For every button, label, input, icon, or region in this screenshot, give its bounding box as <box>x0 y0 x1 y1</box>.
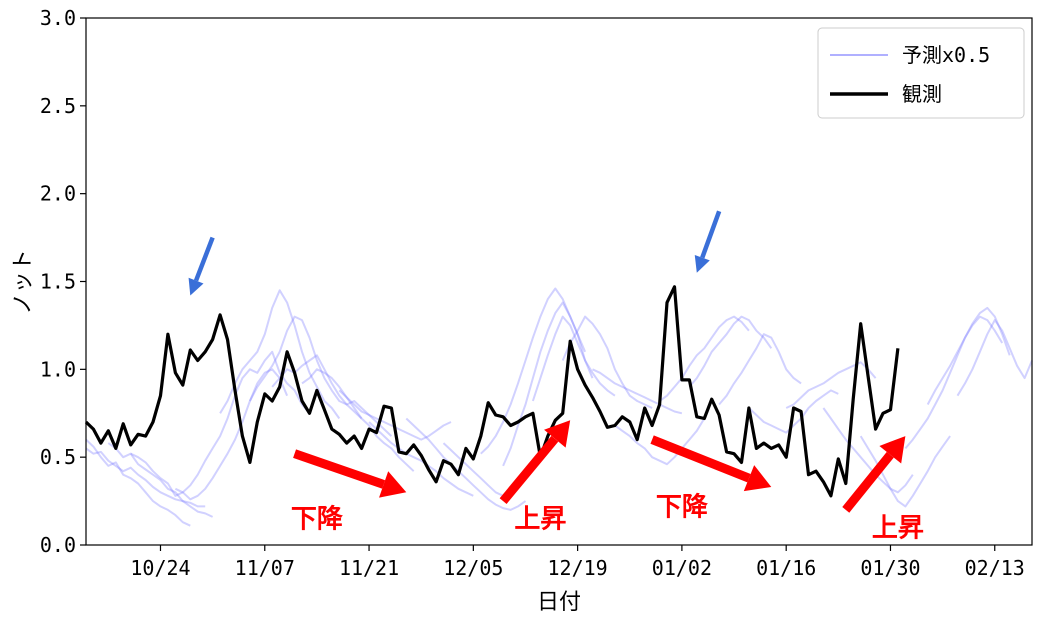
y-tick-label: 2.0 <box>40 182 76 206</box>
arrow-head <box>188 277 204 296</box>
y-tick-label: 0.5 <box>40 445 76 469</box>
x-axis: 10/24 11/07 11/21 12/05 12/19 01/02 01/16 01/30… <box>130 545 1025 580</box>
arrow-head <box>694 254 710 273</box>
arrow-head <box>544 420 571 448</box>
forecast-line-22 <box>718 333 802 406</box>
forecast-line-7 <box>249 315 363 420</box>
trend-arrow <box>293 449 407 498</box>
peak-arrow <box>188 236 215 296</box>
y-axis: 0.0 0.5 1.0 1.5 2.0 2.5 3.0 <box>40 6 86 557</box>
forecast-line-2 <box>85 447 206 508</box>
x-axis-label: 日付 <box>537 590 581 615</box>
x-tick-label: 12/19 <box>548 556 608 580</box>
forecast-line-28 <box>926 306 1011 405</box>
forecast-line-20 <box>659 315 750 402</box>
x-tick-label: 11/21 <box>339 556 399 580</box>
observed-series-group <box>84 285 900 498</box>
trend-label: 上昇 <box>872 513 924 543</box>
forecast-line-6 <box>219 289 341 420</box>
forecast-line-3 <box>107 442 214 518</box>
forecast-line-8 <box>271 354 393 437</box>
forecast-line-19 <box>614 417 706 466</box>
forecast-line-25 <box>822 407 914 494</box>
forecast-line-18 <box>592 368 683 415</box>
y-axis-label: ノット <box>11 249 36 315</box>
y-tick-label: 1.5 <box>40 270 76 294</box>
arrow-head <box>743 465 772 492</box>
arrow-shaft <box>650 435 751 483</box>
arrow-shaft <box>842 451 894 513</box>
trend-label: 上昇 <box>514 505 566 535</box>
x-tick-label: 12/05 <box>443 556 503 580</box>
legend-forecast-label: 予測x0.5 <box>902 43 990 67</box>
legend: 予測x0.5 観測 <box>817 27 1025 119</box>
forecast-series-group <box>85 287 1033 527</box>
x-tick-label: 01/02 <box>652 556 712 580</box>
forecast-line-27 <box>904 315 1004 450</box>
arrow-shaft <box>193 236 215 282</box>
trend-label: 下降 <box>656 492 709 522</box>
y-tick-label: 3.0 <box>40 6 76 30</box>
arrow-head <box>379 471 407 498</box>
forecast-line-29 <box>956 319 1033 397</box>
x-tick-label: 02/13 <box>965 556 1025 580</box>
forecast-line-14 <box>480 287 587 455</box>
x-tick-label: 01/30 <box>860 556 920 580</box>
trend-arrow <box>650 435 772 492</box>
forecast-line-17 <box>561 315 653 409</box>
trend-arrow <box>499 420 571 504</box>
x-tick-label: 11/07 <box>235 556 295 580</box>
y-tick-label: 2.5 <box>40 94 76 118</box>
forecast-line-15 <box>502 301 594 467</box>
forecast-line-12 <box>405 417 527 511</box>
forecast-line-16 <box>531 315 616 402</box>
forecast-line-4 <box>130 368 289 501</box>
arrow-shaft <box>499 435 559 504</box>
y-tick-label: 0.0 <box>40 533 76 557</box>
forecast-line-21 <box>688 315 773 388</box>
y-tick-label: 1.0 <box>40 357 76 381</box>
x-tick-label: 01/16 <box>756 556 816 580</box>
arrow-shaft <box>293 449 386 489</box>
arrow-shaft <box>700 210 722 259</box>
forecast-line-23 <box>748 389 839 434</box>
forecast-line-9 <box>301 368 415 472</box>
forecast-line-5 <box>174 350 311 494</box>
x-tick-label: 10/24 <box>130 556 190 580</box>
trend-label: 下降 <box>291 505 344 535</box>
trend-arrow <box>842 436 906 513</box>
forecast-line-11 <box>368 421 474 497</box>
forecast-line-1 <box>85 438 191 527</box>
legend-observed-label: 観測 <box>902 82 942 106</box>
forecast-line-26 <box>859 435 951 508</box>
peak-arrow <box>694 210 722 273</box>
observed-line <box>84 285 900 498</box>
arrow-head <box>879 436 906 464</box>
forecast-line-24 <box>785 361 877 409</box>
